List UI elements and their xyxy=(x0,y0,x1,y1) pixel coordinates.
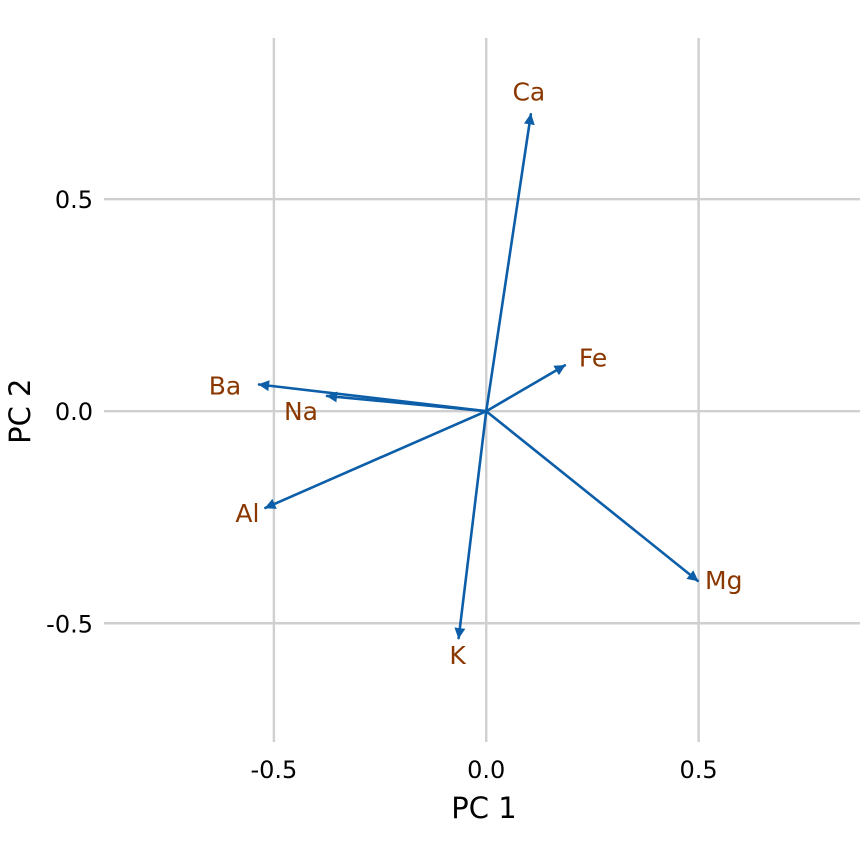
vector-label-na: Na xyxy=(284,397,318,426)
vector-arrow-mg xyxy=(484,409,700,583)
vector-arrow-ca xyxy=(484,113,535,413)
x-tick-label-05: 0.5 xyxy=(680,756,718,784)
y-axis-title: PC 2 xyxy=(3,379,37,444)
vector-label-al: Al xyxy=(235,499,259,528)
vector-arrow-al xyxy=(264,409,488,510)
loading-vectors: Ca Fe Ba Na Al K Mg xyxy=(209,77,743,670)
axis-ticks: -0.5 0.0 0.5 -0.5 0.0 0.5 xyxy=(46,186,718,784)
vector-label-fe: Fe xyxy=(579,343,607,372)
y-tick-label-05: 0.5 xyxy=(55,186,93,214)
vector-arrow-fe xyxy=(484,364,567,413)
vector-label-ba: Ba xyxy=(209,371,241,400)
vector-arrow-k xyxy=(454,409,488,640)
x-axis-title: PC 1 xyxy=(451,791,516,825)
x-tick-label-0: 0.0 xyxy=(467,756,505,784)
y-tick-label-0: 0.0 xyxy=(55,398,93,426)
vector-arrow-na xyxy=(325,391,488,413)
x-tick-label-neg05: -0.5 xyxy=(250,756,297,784)
vector-label-mg: Mg xyxy=(705,566,742,595)
vector-label-k: K xyxy=(449,641,466,670)
y-tick-label-neg05: -0.5 xyxy=(46,610,93,638)
vector-label-ca: Ca xyxy=(512,77,545,106)
